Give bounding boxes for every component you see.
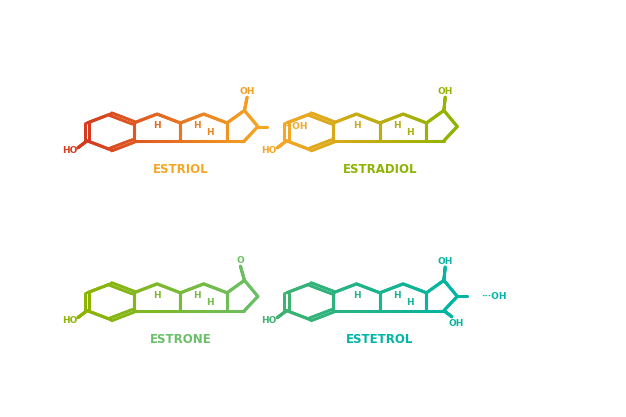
- Text: OH: OH: [438, 257, 453, 266]
- Text: H: H: [207, 298, 214, 307]
- Text: HO: HO: [262, 316, 277, 325]
- Text: ···OH: ···OH: [481, 292, 507, 301]
- Text: HO: HO: [62, 316, 78, 325]
- Text: H: H: [406, 298, 414, 307]
- Text: HO: HO: [62, 146, 78, 155]
- Text: OH: OH: [239, 87, 255, 96]
- Text: ESTRONE: ESTRONE: [150, 333, 211, 346]
- Text: ESTRADIOL: ESTRADIOL: [342, 163, 417, 176]
- Text: H: H: [393, 121, 400, 130]
- Text: ESTETROL: ESTETROL: [346, 333, 414, 346]
- Text: ESTRIOL: ESTRIOL: [153, 163, 208, 176]
- Text: ···OH: ···OH: [282, 122, 307, 131]
- Text: O: O: [237, 256, 244, 265]
- Text: HO: HO: [262, 146, 277, 155]
- Text: H: H: [193, 291, 201, 300]
- Text: H: H: [153, 291, 161, 300]
- Text: H: H: [153, 121, 161, 130]
- Text: H: H: [193, 121, 201, 130]
- Text: OH: OH: [438, 87, 453, 96]
- Text: OH: OH: [448, 319, 464, 328]
- Text: H: H: [352, 121, 361, 130]
- Text: H: H: [393, 291, 400, 300]
- Text: H: H: [352, 291, 361, 300]
- Text: H: H: [207, 128, 214, 137]
- Text: H: H: [406, 128, 414, 137]
